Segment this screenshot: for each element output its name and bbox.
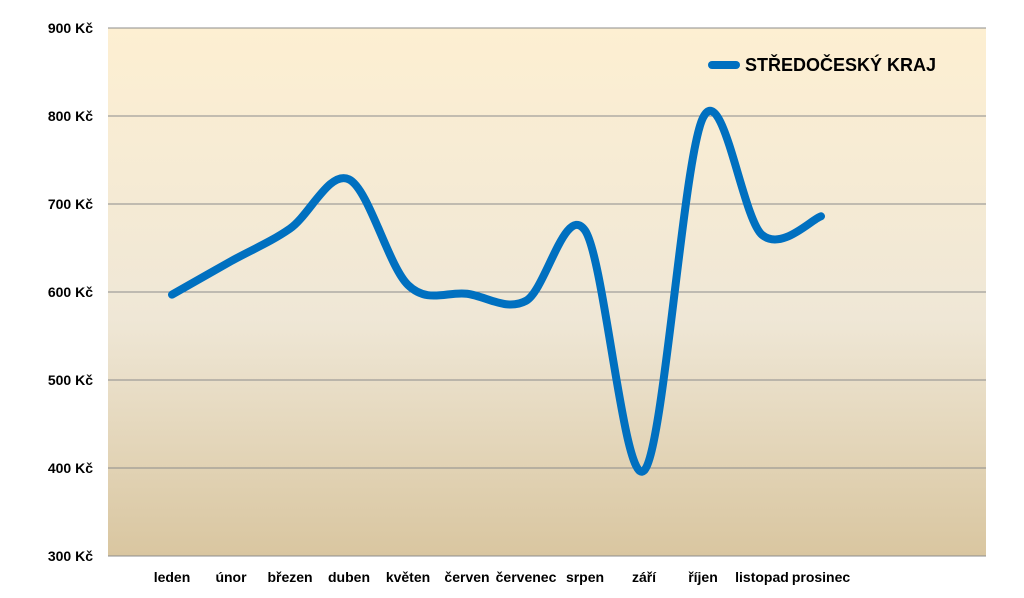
x-axis-ticks: leden únor březen duben květen červen červenec…: [154, 569, 851, 585]
legend: STŘEDOČESKÝ KRAJ: [708, 54, 936, 75]
x-tick-label: únor: [215, 569, 247, 585]
x-tick-label: červenec: [496, 569, 557, 585]
y-tick-label: 800 Kč: [48, 108, 93, 124]
x-tick-label: listopad: [735, 569, 789, 585]
x-tick-label: září: [632, 569, 657, 585]
y-tick-label: 900 Kč: [48, 20, 93, 36]
y-axis-ticks: 300 Kč 400 Kč 500 Kč 600 Kč 700 Kč 800 Kč 900 …: [48, 20, 93, 564]
x-tick-label: říjen: [688, 569, 718, 585]
y-tick-label: 500 Kč: [48, 372, 93, 388]
x-tick-label: červen: [444, 569, 489, 585]
x-tick-label: prosinec: [792, 569, 851, 585]
gridlines: [108, 27, 986, 469]
x-tick-label: srpen: [566, 569, 604, 585]
y-tick-label: 700 Kč: [48, 196, 93, 212]
y-tick-label: 300 Kč: [48, 548, 93, 564]
series-line-stredocesky-kraj: [168, 106, 825, 476]
x-tick-label: duben: [328, 569, 370, 585]
x-tick-label: květen: [386, 569, 430, 585]
y-tick-label: 600 Kč: [48, 284, 93, 300]
x-tick-label: leden: [154, 569, 191, 585]
y-tick-label: 400 Kč: [48, 460, 93, 476]
x-tick-label: březen: [267, 569, 312, 585]
legend-label: STŘEDOČESKÝ KRAJ: [745, 54, 936, 75]
